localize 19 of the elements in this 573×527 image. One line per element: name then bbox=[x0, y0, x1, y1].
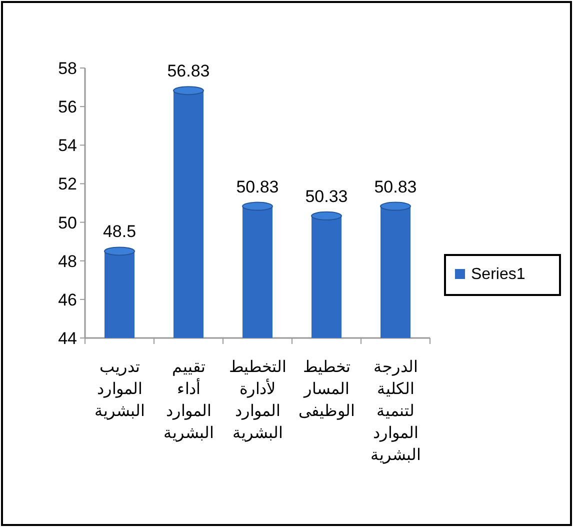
x-tick-label: الدرجة الكلية لتنمية الموارد البشرية bbox=[370, 359, 420, 464]
data-label: 50.83 bbox=[374, 177, 417, 196]
data-label: 50.33 bbox=[305, 186, 348, 206]
x-tick-label: التخطيط لأدارة الموارد البشرية bbox=[229, 359, 286, 442]
y-tick-label: 50 bbox=[58, 213, 77, 232]
y-tick-label: 48 bbox=[58, 252, 77, 271]
legend-label: Series1 bbox=[471, 266, 526, 283]
x-tick-label: تخطيط المسار الوظيفى bbox=[298, 359, 354, 420]
x-tick-label: تقييم أداء الموارد البشرية bbox=[164, 359, 214, 442]
y-tick-label: 56 bbox=[58, 98, 77, 117]
data-label: 56.83 bbox=[167, 62, 210, 81]
data-label: 50.83 bbox=[236, 177, 279, 196]
y-tick-label: 52 bbox=[58, 174, 77, 194]
x-tick-label: تدريب الموارد البشرية bbox=[94, 359, 144, 420]
y-tick-label: 46 bbox=[58, 290, 77, 310]
y-tick-label: 44 bbox=[58, 329, 77, 348]
y-tick-label: 58 bbox=[58, 59, 77, 78]
data-label: 48.5 bbox=[102, 222, 136, 242]
y-tick-label: 54 bbox=[58, 136, 77, 156]
